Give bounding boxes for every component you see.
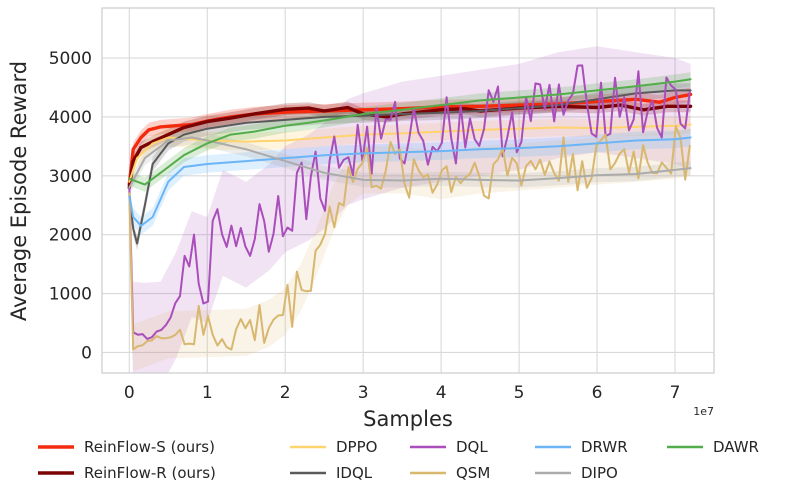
legend-label: DIPO — [581, 464, 618, 482]
line-drwr — [128, 136, 692, 227]
line-dql — [128, 64, 691, 340]
plot-frame — [101, 7, 715, 374]
legend-label: ReinFlow-S (ours) — [84, 438, 215, 456]
line-idql — [128, 89, 692, 245]
line-dipo — [128, 136, 692, 189]
legend-label: IDQL — [336, 464, 373, 482]
line-reinflow-r-ours- — [127, 103, 693, 190]
legend: ReinFlow-S (ours) ReinFlow-R (ours) DPPO ID… — [38, 438, 759, 482]
legend-label: DAWR — [713, 438, 759, 456]
legend-label: DQL — [456, 438, 488, 456]
legend-label: ReinFlow-R (ours) — [84, 464, 216, 482]
plot-background — [102, 8, 714, 373]
x-tick-label: 6 — [592, 383, 603, 403]
line-dawr — [128, 78, 692, 186]
y-axis-label: Average Episode Reward — [7, 61, 31, 321]
line-qsm — [128, 125, 691, 351]
x-tick-label: 0 — [124, 383, 135, 403]
x-axis-label: Samples — [363, 407, 453, 431]
y-tick-label: 0 — [81, 343, 92, 363]
band-drwr — [129, 128, 691, 235]
x-tick-label: 7 — [670, 383, 681, 403]
band-dawr — [129, 72, 691, 192]
x-tick-label: 1 — [202, 383, 213, 403]
tick-labels: 0 1 2 3 4 5 6 7 0 1000 2000 3000 4000 5000 — [49, 49, 681, 403]
legend-label: DRWR — [581, 438, 628, 456]
band-qsm — [129, 128, 691, 372]
x-tick-label: 3 — [358, 383, 369, 403]
x-axis-offset-label: 1e7 — [693, 405, 714, 418]
x-tick-label: 4 — [436, 383, 447, 403]
y-tick-label: 1000 — [49, 285, 92, 305]
x-tick-label: 5 — [514, 383, 525, 403]
y-tick-label: 5000 — [49, 49, 92, 69]
band-dppo — [129, 115, 691, 191]
y-tick-label: 2000 — [49, 226, 92, 246]
y-tick-label: 4000 — [49, 108, 92, 128]
y-tick-label: 3000 — [49, 167, 92, 187]
legend-label: QSM — [456, 464, 490, 482]
series-lines — [127, 64, 693, 351]
band-idql — [129, 83, 691, 251]
legend-label: DPPO — [336, 438, 377, 456]
grid-lines — [102, 8, 714, 373]
x-tick-label: 2 — [280, 383, 291, 403]
